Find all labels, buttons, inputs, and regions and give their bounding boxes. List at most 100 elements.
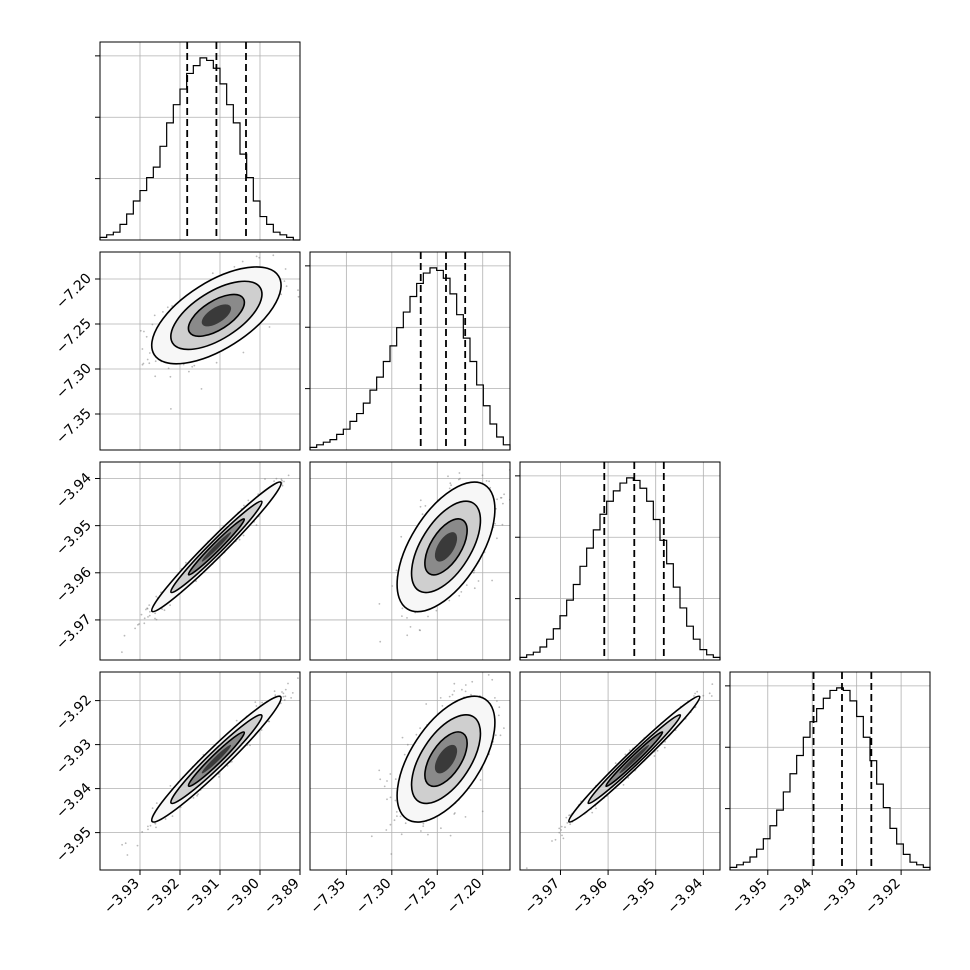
sample-point	[285, 285, 288, 288]
sample-point	[503, 493, 505, 496]
x-tick-label: −7.25	[398, 876, 440, 918]
sample-point	[249, 744, 251, 747]
sample-point	[284, 268, 287, 270]
sample-point	[143, 330, 145, 333]
histogram-step-3	[729, 687, 931, 870]
sample-point	[391, 585, 394, 587]
y-tick-label: −3.97	[53, 611, 95, 653]
sample-point	[167, 367, 170, 370]
contour-2	[605, 731, 664, 788]
sample-point	[171, 815, 174, 817]
sample-point	[169, 375, 172, 378]
scatter-panel-0-1	[99, 251, 301, 451]
sample-point	[485, 480, 488, 482]
sample-point	[282, 692, 285, 695]
contour-2	[424, 518, 468, 576]
sample-point	[218, 776, 220, 778]
sample-point	[496, 498, 498, 501]
sample-point	[560, 829, 562, 831]
sample-point	[614, 762, 617, 764]
y-tick-label: −3.94	[53, 780, 95, 822]
sample-point	[215, 361, 218, 364]
sample-point	[419, 499, 422, 502]
sample-point	[386, 798, 388, 801]
contour-1	[170, 500, 263, 594]
sample-point	[197, 793, 199, 796]
sample-point	[419, 727, 421, 729]
sample-point	[233, 266, 236, 268]
panel-frame	[519, 671, 721, 871]
histogram-step-0	[99, 57, 300, 241]
x-tick-label: −3.92	[141, 876, 183, 918]
sample-point	[568, 814, 570, 817]
scatter-panel-2-3	[519, 671, 721, 871]
sample-point	[290, 697, 292, 699]
sample-point	[370, 835, 373, 838]
sample-point	[663, 746, 666, 749]
sample-point	[260, 729, 263, 731]
scatter-points	[378, 462, 510, 643]
sample-point	[242, 351, 245, 354]
sample-point	[268, 720, 271, 723]
sample-point	[163, 609, 166, 612]
sample-point	[499, 734, 502, 737]
sample-point	[154, 360, 157, 363]
sample-point	[378, 769, 381, 772]
sample-point	[496, 700, 498, 702]
sample-point	[141, 363, 144, 366]
sample-point	[145, 608, 147, 611]
sample-point	[170, 408, 172, 410]
sample-point	[491, 579, 493, 582]
sample-point	[447, 475, 449, 478]
contour-1	[410, 500, 482, 594]
contour-1	[170, 713, 263, 805]
y-tick-label: −7.25	[53, 316, 95, 358]
y-tick-label: −7.30	[53, 361, 95, 403]
sample-point	[264, 478, 266, 480]
sample-point	[497, 714, 500, 717]
sample-point	[488, 480, 490, 483]
sample-point	[394, 778, 397, 780]
contour-0	[396, 481, 496, 613]
sample-point	[406, 634, 409, 637]
contour-0	[396, 695, 496, 823]
sample-point	[148, 604, 151, 606]
sample-point	[404, 822, 407, 825]
sample-point	[283, 699, 286, 701]
sample-point	[169, 785, 172, 787]
sample-point	[243, 504, 245, 507]
x-tick-label: −3.95	[729, 876, 771, 918]
y-tick-label: −7.20	[53, 271, 95, 313]
contour-0	[150, 695, 282, 823]
sample-point	[389, 823, 392, 826]
sample-point	[124, 842, 127, 845]
sample-point	[386, 780, 388, 782]
sample-point	[627, 777, 630, 779]
sample-point	[424, 505, 427, 507]
sample-point	[395, 569, 398, 572]
density-fill-3	[434, 532, 458, 562]
sample-point	[149, 824, 152, 827]
sample-point	[378, 603, 381, 605]
sample-point	[283, 280, 286, 282]
sample-point	[242, 534, 245, 537]
x-tick-label: −3.94	[665, 875, 707, 917]
sample-point	[148, 614, 151, 617]
sample-point	[693, 695, 695, 697]
histogram-step-1	[309, 267, 511, 450]
sample-point	[297, 289, 299, 291]
sample-point	[281, 691, 283, 693]
sample-point	[569, 823, 572, 826]
contour-2	[187, 518, 246, 576]
sample-point	[143, 617, 146, 620]
scatter-panel-0-2	[99, 461, 301, 661]
sample-point	[461, 688, 463, 691]
x-tick-label: −3.89	[261, 876, 303, 918]
sample-point	[155, 802, 158, 804]
scatter-points	[370, 674, 505, 855]
contour-0	[150, 266, 282, 365]
sample-point	[230, 760, 233, 763]
density-fill-3	[434, 744, 458, 774]
sample-point	[169, 604, 172, 607]
